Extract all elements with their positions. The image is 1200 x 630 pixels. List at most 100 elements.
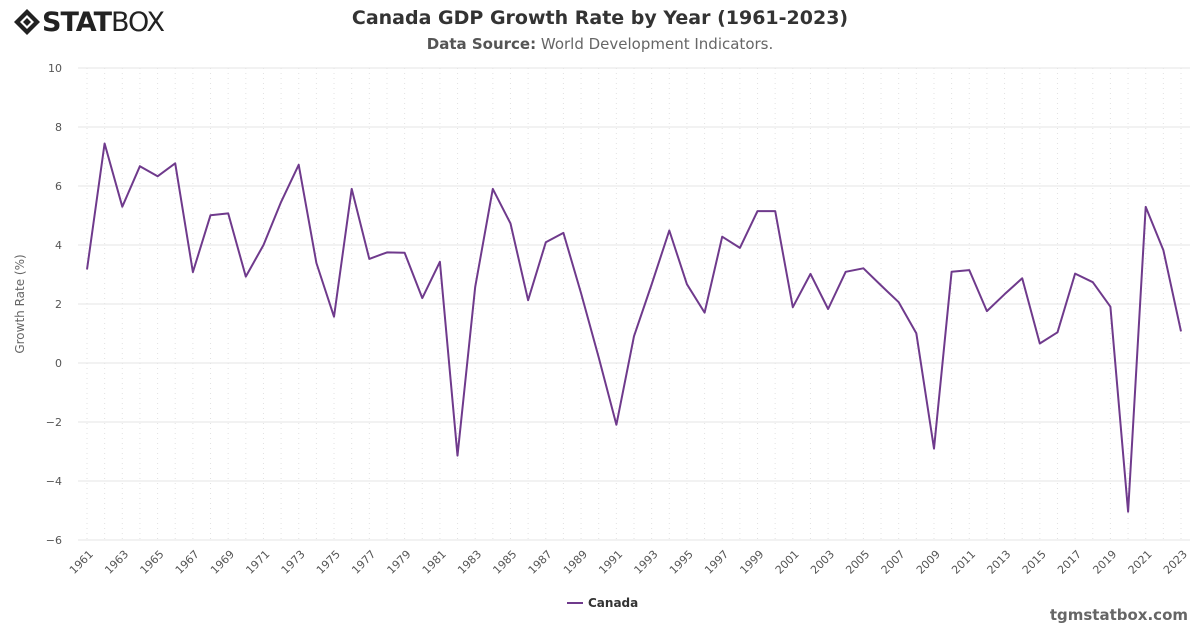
data-point-1977[interactable] bbox=[363, 253, 375, 265]
y-tick-label: −2 bbox=[46, 416, 62, 429]
data-point-2006[interactable] bbox=[875, 279, 887, 291]
data-point-1990[interactable] bbox=[593, 351, 605, 363]
data-point-1992[interactable] bbox=[628, 330, 640, 342]
x-tick-label: 1999 bbox=[737, 548, 766, 577]
data-point-2016[interactable] bbox=[1051, 326, 1063, 338]
data-point-1961[interactable] bbox=[81, 263, 93, 275]
x-tick-label: 2011 bbox=[949, 548, 978, 577]
data-point-2023[interactable] bbox=[1175, 325, 1187, 337]
data-point-1978[interactable] bbox=[381, 246, 393, 258]
x-tick-label: 2001 bbox=[773, 548, 802, 577]
y-tick-label: 4 bbox=[55, 239, 62, 252]
x-tick-label: 1977 bbox=[349, 548, 378, 577]
data-point-1967[interactable] bbox=[187, 266, 199, 278]
data-point-1980[interactable] bbox=[416, 292, 428, 304]
x-tick-label: 2003 bbox=[808, 548, 837, 577]
data-point-2000[interactable] bbox=[769, 205, 781, 217]
data-point-1971[interactable] bbox=[257, 239, 269, 251]
data-point-1986[interactable] bbox=[522, 294, 534, 306]
data-point-2008[interactable] bbox=[910, 327, 922, 339]
data-point-1995[interactable] bbox=[681, 278, 693, 290]
data-point-2020[interactable] bbox=[1122, 506, 1134, 518]
x-tick-label: 1989 bbox=[561, 548, 590, 577]
x-tick-label: 1985 bbox=[490, 548, 519, 577]
data-point-2011[interactable] bbox=[963, 264, 975, 276]
data-point-2004[interactable] bbox=[840, 266, 852, 278]
data-point-1998[interactable] bbox=[734, 242, 746, 254]
y-tick-label: 2 bbox=[55, 298, 62, 311]
data-point-1991[interactable] bbox=[610, 419, 622, 431]
data-point-1970[interactable] bbox=[240, 271, 252, 283]
data-point-1996[interactable] bbox=[699, 307, 711, 319]
x-tick-label: 2023 bbox=[1161, 548, 1190, 577]
y-axis-label: Growth Rate (%) bbox=[13, 254, 27, 353]
y-tick-label: 0 bbox=[55, 357, 62, 370]
x-tick-label: 1965 bbox=[138, 548, 167, 577]
data-point-1984[interactable] bbox=[487, 183, 499, 195]
data-point-1999[interactable] bbox=[752, 205, 764, 217]
data-point-1979[interactable] bbox=[399, 247, 411, 259]
data-point-2013[interactable] bbox=[999, 288, 1011, 300]
data-point-2007[interactable] bbox=[893, 296, 905, 308]
data-point-1987[interactable] bbox=[540, 236, 552, 248]
data-point-2012[interactable] bbox=[981, 305, 993, 317]
data-point-1993[interactable] bbox=[646, 279, 658, 291]
data-point-1969[interactable] bbox=[222, 207, 234, 219]
footer-site: tgmstatbox.com bbox=[1049, 606, 1188, 624]
x-tick-label: 1961 bbox=[67, 548, 96, 577]
chart-subtitle: Data Source: World Development Indicator… bbox=[426, 35, 774, 53]
diamond-logo-icon bbox=[14, 9, 40, 35]
y-tick-label: 6 bbox=[55, 180, 62, 193]
data-point-2010[interactable] bbox=[946, 266, 958, 278]
x-tick-label: 2009 bbox=[914, 548, 943, 577]
data-point-1966[interactable] bbox=[169, 157, 181, 169]
statbox-logo: STAT BOX bbox=[12, 6, 165, 38]
data-point-1989[interactable] bbox=[575, 287, 587, 299]
data-point-2019[interactable] bbox=[1104, 301, 1116, 313]
data-point-1974[interactable] bbox=[310, 257, 322, 269]
data-point-2021[interactable] bbox=[1140, 201, 1152, 213]
data-point-1972[interactable] bbox=[275, 196, 287, 208]
legend[interactable]: Canada bbox=[567, 596, 638, 610]
x-tick-label: 2007 bbox=[879, 548, 908, 577]
data-point-1963[interactable] bbox=[116, 201, 128, 213]
data-point-1973[interactable] bbox=[293, 159, 305, 171]
data-point-1962[interactable] bbox=[99, 138, 111, 150]
data-point-1982[interactable] bbox=[452, 450, 464, 462]
data-point-1983[interactable] bbox=[469, 281, 481, 293]
y-tick-label: −6 bbox=[46, 534, 62, 547]
x-tick-label: 1995 bbox=[667, 548, 696, 577]
data-point-2001[interactable] bbox=[787, 301, 799, 313]
x-tick-label: 1991 bbox=[596, 548, 625, 577]
data-point-2002[interactable] bbox=[804, 268, 816, 280]
legend-item-canada[interactable]: Canada bbox=[588, 596, 638, 610]
data-point-1997[interactable] bbox=[716, 231, 728, 243]
y-tick-label: −4 bbox=[46, 475, 62, 488]
data-point-1985[interactable] bbox=[504, 217, 516, 229]
data-point-2017[interactable] bbox=[1069, 268, 1081, 280]
data-point-2014[interactable] bbox=[1016, 272, 1028, 284]
data-point-1975[interactable] bbox=[328, 311, 340, 323]
x-tick-label: 1975 bbox=[314, 548, 343, 577]
series-line-canada bbox=[86, 142, 1182, 513]
x-tick-label: 2021 bbox=[1126, 548, 1155, 577]
data-point-2018[interactable] bbox=[1087, 276, 1099, 288]
data-point-1964[interactable] bbox=[134, 160, 146, 172]
chart-title: Canada GDP Growth Rate by Year (1961-202… bbox=[351, 7, 849, 29]
data-point-1988[interactable] bbox=[557, 227, 569, 239]
data-point-2022[interactable] bbox=[1157, 244, 1169, 256]
data-point-2015[interactable] bbox=[1034, 338, 1046, 350]
y-tick-label: 10 bbox=[48, 62, 62, 75]
data-point-1976[interactable] bbox=[346, 183, 358, 195]
data-point-2003[interactable] bbox=[822, 303, 834, 315]
data-point-1994[interactable] bbox=[663, 225, 675, 237]
data-point-1981[interactable] bbox=[434, 256, 446, 268]
data-point-2005[interactable] bbox=[857, 262, 869, 274]
x-tick-label: 2013 bbox=[985, 548, 1014, 577]
x-tick-label: 2019 bbox=[1090, 548, 1119, 577]
data-point-2009[interactable] bbox=[928, 443, 940, 455]
data-point-1968[interactable] bbox=[205, 209, 217, 221]
x-tick-label: 1983 bbox=[455, 548, 484, 577]
data-point-1965[interactable] bbox=[152, 170, 164, 182]
